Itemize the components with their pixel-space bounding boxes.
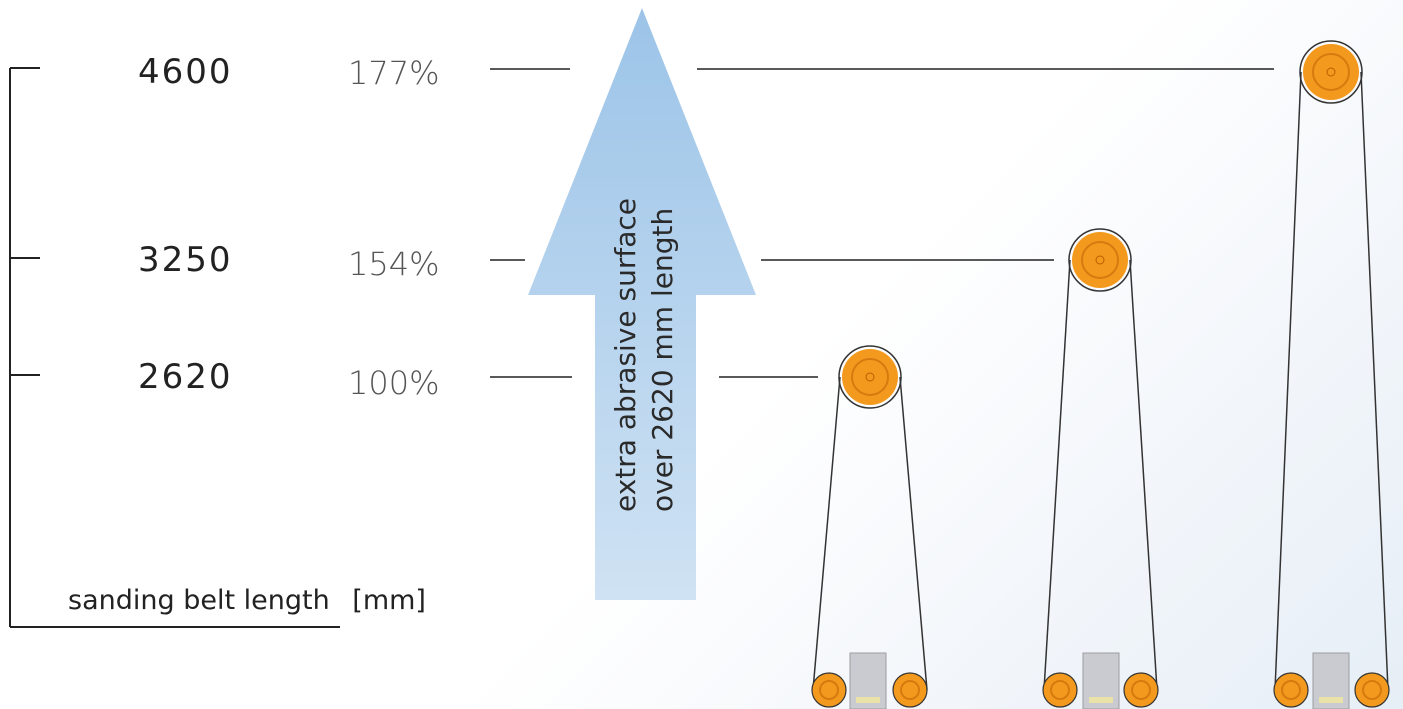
axis-label-text: sanding belt length — [68, 585, 330, 616]
length-value-4600: 4600 — [138, 52, 233, 92]
sanding-machine-4600 — [1273, 40, 1390, 709]
length-value-3250: 3250 — [138, 240, 233, 280]
axis-unit: [mm] — [352, 585, 426, 616]
bottom-roller-right — [892, 672, 928, 708]
bottom-roller-left — [1273, 672, 1309, 708]
top-roller — [1068, 228, 1132, 292]
extra-surface-arrow: extra abrasive surface over 2620 mm leng… — [528, 8, 756, 600]
percent-154: 154% — [348, 245, 439, 283]
top-roller — [1299, 40, 1363, 104]
arrow-text-line2: over 2620 mm length — [646, 208, 679, 512]
sanding-machine-2620 — [811, 345, 928, 709]
arrow-text-line1: extra abrasive surface — [609, 198, 642, 512]
bottom-roller-left — [811, 672, 847, 708]
bottom-roller-left — [1042, 672, 1078, 708]
length-axis — [9, 67, 340, 628]
bottom-roller-right — [1123, 672, 1159, 708]
length-value-2620: 2620 — [138, 357, 233, 397]
axis-label: sanding belt length [mm] — [68, 585, 426, 616]
percent-177: 177% — [348, 54, 439, 92]
leader-lines — [490, 68, 1274, 378]
top-roller — [838, 345, 902, 409]
bottom-roller-right — [1354, 672, 1390, 708]
sanding-machine-3250 — [1042, 228, 1159, 709]
percent-100: 100% — [348, 364, 439, 402]
